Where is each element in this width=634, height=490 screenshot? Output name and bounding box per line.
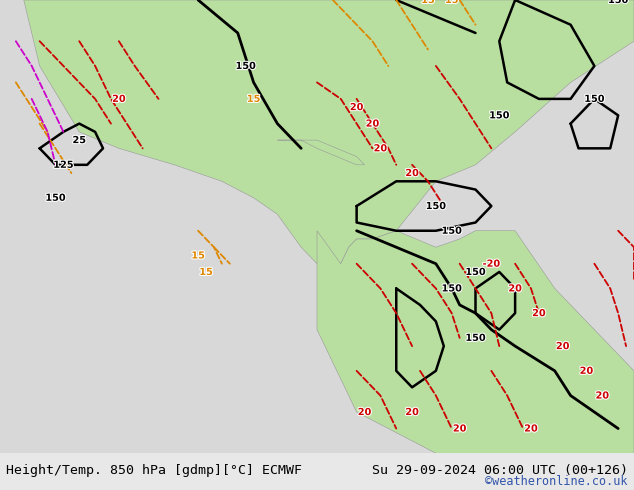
Text: 25: 25 xyxy=(72,135,86,145)
Text: 20: 20 xyxy=(405,168,419,178)
Polygon shape xyxy=(278,140,365,165)
Text: 150: 150 xyxy=(236,61,256,71)
Text: Su 29-09-2024 06:00 UTC (00+126): Su 29-09-2024 06:00 UTC (00+126) xyxy=(372,464,628,477)
Text: 150: 150 xyxy=(442,283,462,294)
Text: 150: 150 xyxy=(442,226,462,236)
Text: 20: 20 xyxy=(579,366,593,376)
Text: 20: 20 xyxy=(405,407,419,417)
Text: 20: 20 xyxy=(524,423,538,434)
Text: 15: 15 xyxy=(191,250,205,261)
Text: 20: 20 xyxy=(453,423,467,434)
Text: 150: 150 xyxy=(46,193,65,203)
Text: 15: 15 xyxy=(199,267,213,277)
Text: 150: 150 xyxy=(489,110,509,121)
Text: 20: 20 xyxy=(532,308,546,318)
Polygon shape xyxy=(317,231,634,453)
Text: 20: 20 xyxy=(350,102,363,112)
Text: 150: 150 xyxy=(465,267,486,277)
Text: Height/Temp. 850 hPa [gdmp][°C] ECMWF: Height/Temp. 850 hPa [gdmp][°C] ECMWF xyxy=(6,464,302,477)
Text: -20: -20 xyxy=(482,259,500,269)
Text: 20: 20 xyxy=(595,391,609,400)
Text: 15: 15 xyxy=(247,94,261,104)
Text: 15: 15 xyxy=(421,0,435,5)
Text: 20: 20 xyxy=(556,341,569,351)
Text: 20: 20 xyxy=(358,407,372,417)
Text: 150: 150 xyxy=(465,333,486,343)
Text: 150: 150 xyxy=(585,94,604,104)
Text: 150: 150 xyxy=(608,0,628,5)
Text: 20: 20 xyxy=(366,119,379,128)
Text: 150: 150 xyxy=(426,201,446,211)
Text: 15: 15 xyxy=(445,0,458,5)
Text: 20: 20 xyxy=(508,283,522,294)
Text: ©weatheronline.co.uk: ©weatheronline.co.uk xyxy=(485,475,628,488)
Text: 20: 20 xyxy=(112,94,126,104)
Text: 20: 20 xyxy=(373,144,387,153)
Polygon shape xyxy=(24,0,634,264)
Text: 125: 125 xyxy=(53,160,74,170)
